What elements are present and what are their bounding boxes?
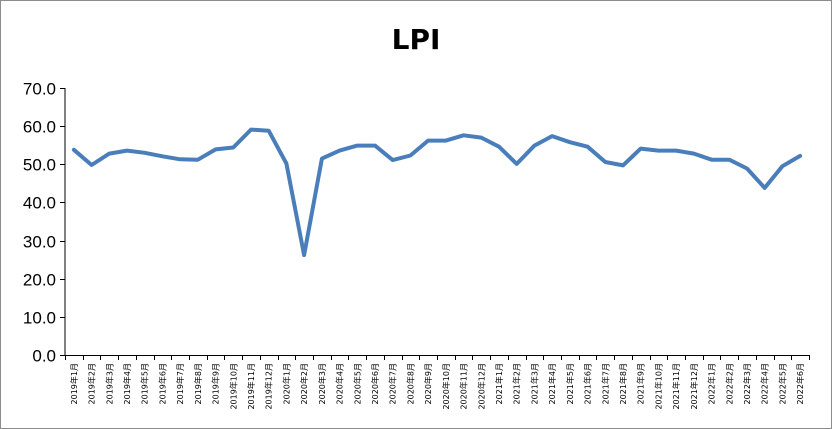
x-tick-label: 2021年9月	[636, 363, 646, 404]
x-tick-label: 2021年4月	[547, 363, 557, 404]
x-tick-label: 2022年4月	[760, 363, 770, 404]
x-tick-label: 2019年8月	[193, 363, 203, 404]
x-tick-label: 2019年2月	[87, 363, 97, 404]
y-tick-label: 50.0	[23, 156, 56, 175]
x-tick-label: 2020年5月	[352, 363, 362, 404]
x-tick-label: 2019年4月	[122, 363, 132, 404]
chart-title: LPI	[392, 23, 441, 56]
x-tick-label: 2019年5月	[140, 363, 150, 404]
x-tick-label: 2020年4月	[335, 363, 345, 404]
x-tick-label: 2019年6月	[157, 363, 167, 404]
x-tick-label: 2020年12月	[476, 363, 486, 410]
x-tick-label: 2021年3月	[529, 363, 539, 404]
x-tick-label: 2019年1月	[69, 363, 79, 404]
x-tick-label: 2021年11月	[671, 363, 681, 410]
y-tick-label: 30.0	[23, 233, 56, 252]
x-tick-label: 2021年1月	[494, 363, 504, 404]
x-tick-label: 2021年5月	[565, 363, 575, 404]
x-tick-label: 2020年6月	[370, 363, 380, 404]
x-tick-label: 2021年8月	[618, 363, 628, 404]
y-tick-label: 70.0	[23, 80, 56, 99]
series-line	[71, 127, 803, 258]
x-tick-label: 2019年9月	[211, 363, 221, 404]
x-tick-label: 2020年10月	[441, 363, 451, 410]
x-tick-label: 2021年10月	[653, 363, 663, 410]
y-axis: 0.0 10.0 20.0 30.0 40.0 50.0 60.0 70.0	[23, 80, 66, 366]
x-tick-label: 2021年6月	[583, 363, 593, 404]
x-axis: 2019年1月 2019年2月 2019年3月 2019年4月 2019年5月 2019年…	[65, 355, 810, 410]
x-tick-label: 2019年12月	[264, 363, 274, 410]
x-tick-label: 2019年10月	[228, 363, 238, 410]
x-tick-label: 2021年12月	[689, 363, 699, 410]
plot-area	[71, 127, 803, 258]
x-tick-label: 2022年2月	[724, 363, 734, 404]
x-tick-label: 2020年9月	[423, 363, 433, 404]
x-tick-label: 2021年2月	[512, 363, 522, 404]
x-tick-label: 2020年2月	[299, 363, 309, 404]
x-tick-label: 2019年11月	[246, 363, 256, 410]
y-tick-label: 20.0	[23, 271, 56, 290]
y-tick-label: 0.0	[32, 347, 56, 366]
y-tick-label: 60.0	[23, 118, 56, 137]
x-tick-label: 2021年7月	[600, 363, 610, 404]
x-tick-label: 2020年8月	[405, 363, 415, 404]
x-tick-label: 2020年7月	[388, 363, 398, 404]
x-tick-label: 2020年1月	[281, 363, 291, 404]
x-tick-label: 2020年11月	[459, 363, 469, 410]
y-tick-label: 10.0	[23, 309, 56, 328]
x-tick-label: 2020年3月	[317, 363, 327, 404]
x-tick-label: 2022年1月	[707, 363, 717, 404]
x-tick-label: 2022年5月	[777, 363, 787, 404]
x-tick-label: 2019年3月	[104, 363, 114, 404]
x-tick-label: 2022年3月	[742, 363, 752, 404]
x-tick-label: 2019年7月	[175, 363, 185, 404]
x-tick-label: 2022年6月	[795, 363, 805, 404]
y-tick-label: 40.0	[23, 194, 56, 213]
